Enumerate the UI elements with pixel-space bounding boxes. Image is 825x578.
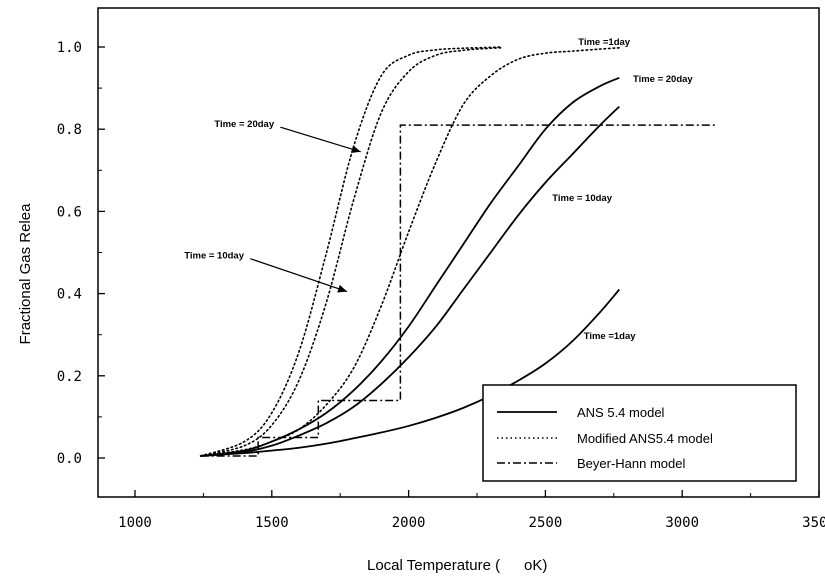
annotation-arrow-line xyxy=(250,258,348,293)
annotation-label: Time =1day xyxy=(578,37,631,48)
annotation-label: Time = 20day xyxy=(633,74,693,85)
series-line-5 xyxy=(199,46,503,457)
legend-box xyxy=(482,384,797,482)
series-line-2 xyxy=(200,76,620,457)
x-tick-label: 1500 xyxy=(255,515,289,531)
y-axis-ticks: 0.0 0.2 0.4 0.6 0.8 1.0 xyxy=(57,40,105,467)
y-axis-title: Fractional Gas Relea xyxy=(17,203,34,345)
legend-label-ans: ANS 5.4 model xyxy=(577,405,665,420)
legend: ANS 5.4 model Modified ANS5.4 model Beye… xyxy=(482,384,797,482)
x-tick-label: 2000 xyxy=(392,515,426,531)
annotation-layer: Time =1day Time = 20day Time = 20day Time =… xyxy=(184,37,693,342)
x-tick-label: 3000 xyxy=(665,515,699,531)
x-axis-unit: oK) xyxy=(524,557,547,574)
y-tick-label: 0.8 xyxy=(57,122,82,138)
y-tick-label: 0.2 xyxy=(57,369,82,385)
series-line-1 xyxy=(200,105,620,457)
legend-label-modified: Modified ANS5.4 model xyxy=(577,431,713,446)
annotation-arrowhead xyxy=(337,284,348,293)
series-layer xyxy=(199,46,718,457)
legend-label-beyer: Beyer-Hann model xyxy=(577,456,685,471)
annotation-arrow-line xyxy=(280,126,361,153)
annotation-label: Time =1day xyxy=(584,331,637,342)
annotation-arrowhead xyxy=(350,145,361,153)
x-axis-title: Local Temperature ( xyxy=(367,557,500,574)
y-tick-label: 0.6 xyxy=(57,204,82,220)
y-tick-label: 0.4 xyxy=(57,287,82,303)
y-tick-label: 1.0 xyxy=(57,40,82,56)
series-line-4 xyxy=(199,47,503,457)
series-line-3 xyxy=(199,47,621,457)
series-line-0 xyxy=(200,288,620,457)
y-tick-label: 0.0 xyxy=(57,451,82,467)
series-line-6 xyxy=(200,124,718,457)
annotation-label: Time = 20day xyxy=(214,119,274,130)
annotation-label: Time = 10day xyxy=(552,193,612,204)
x-tick-label: 2500 xyxy=(529,515,563,531)
annotation-label: Time = 10day xyxy=(184,251,244,262)
x-tick-label: 1000 xyxy=(118,515,152,531)
